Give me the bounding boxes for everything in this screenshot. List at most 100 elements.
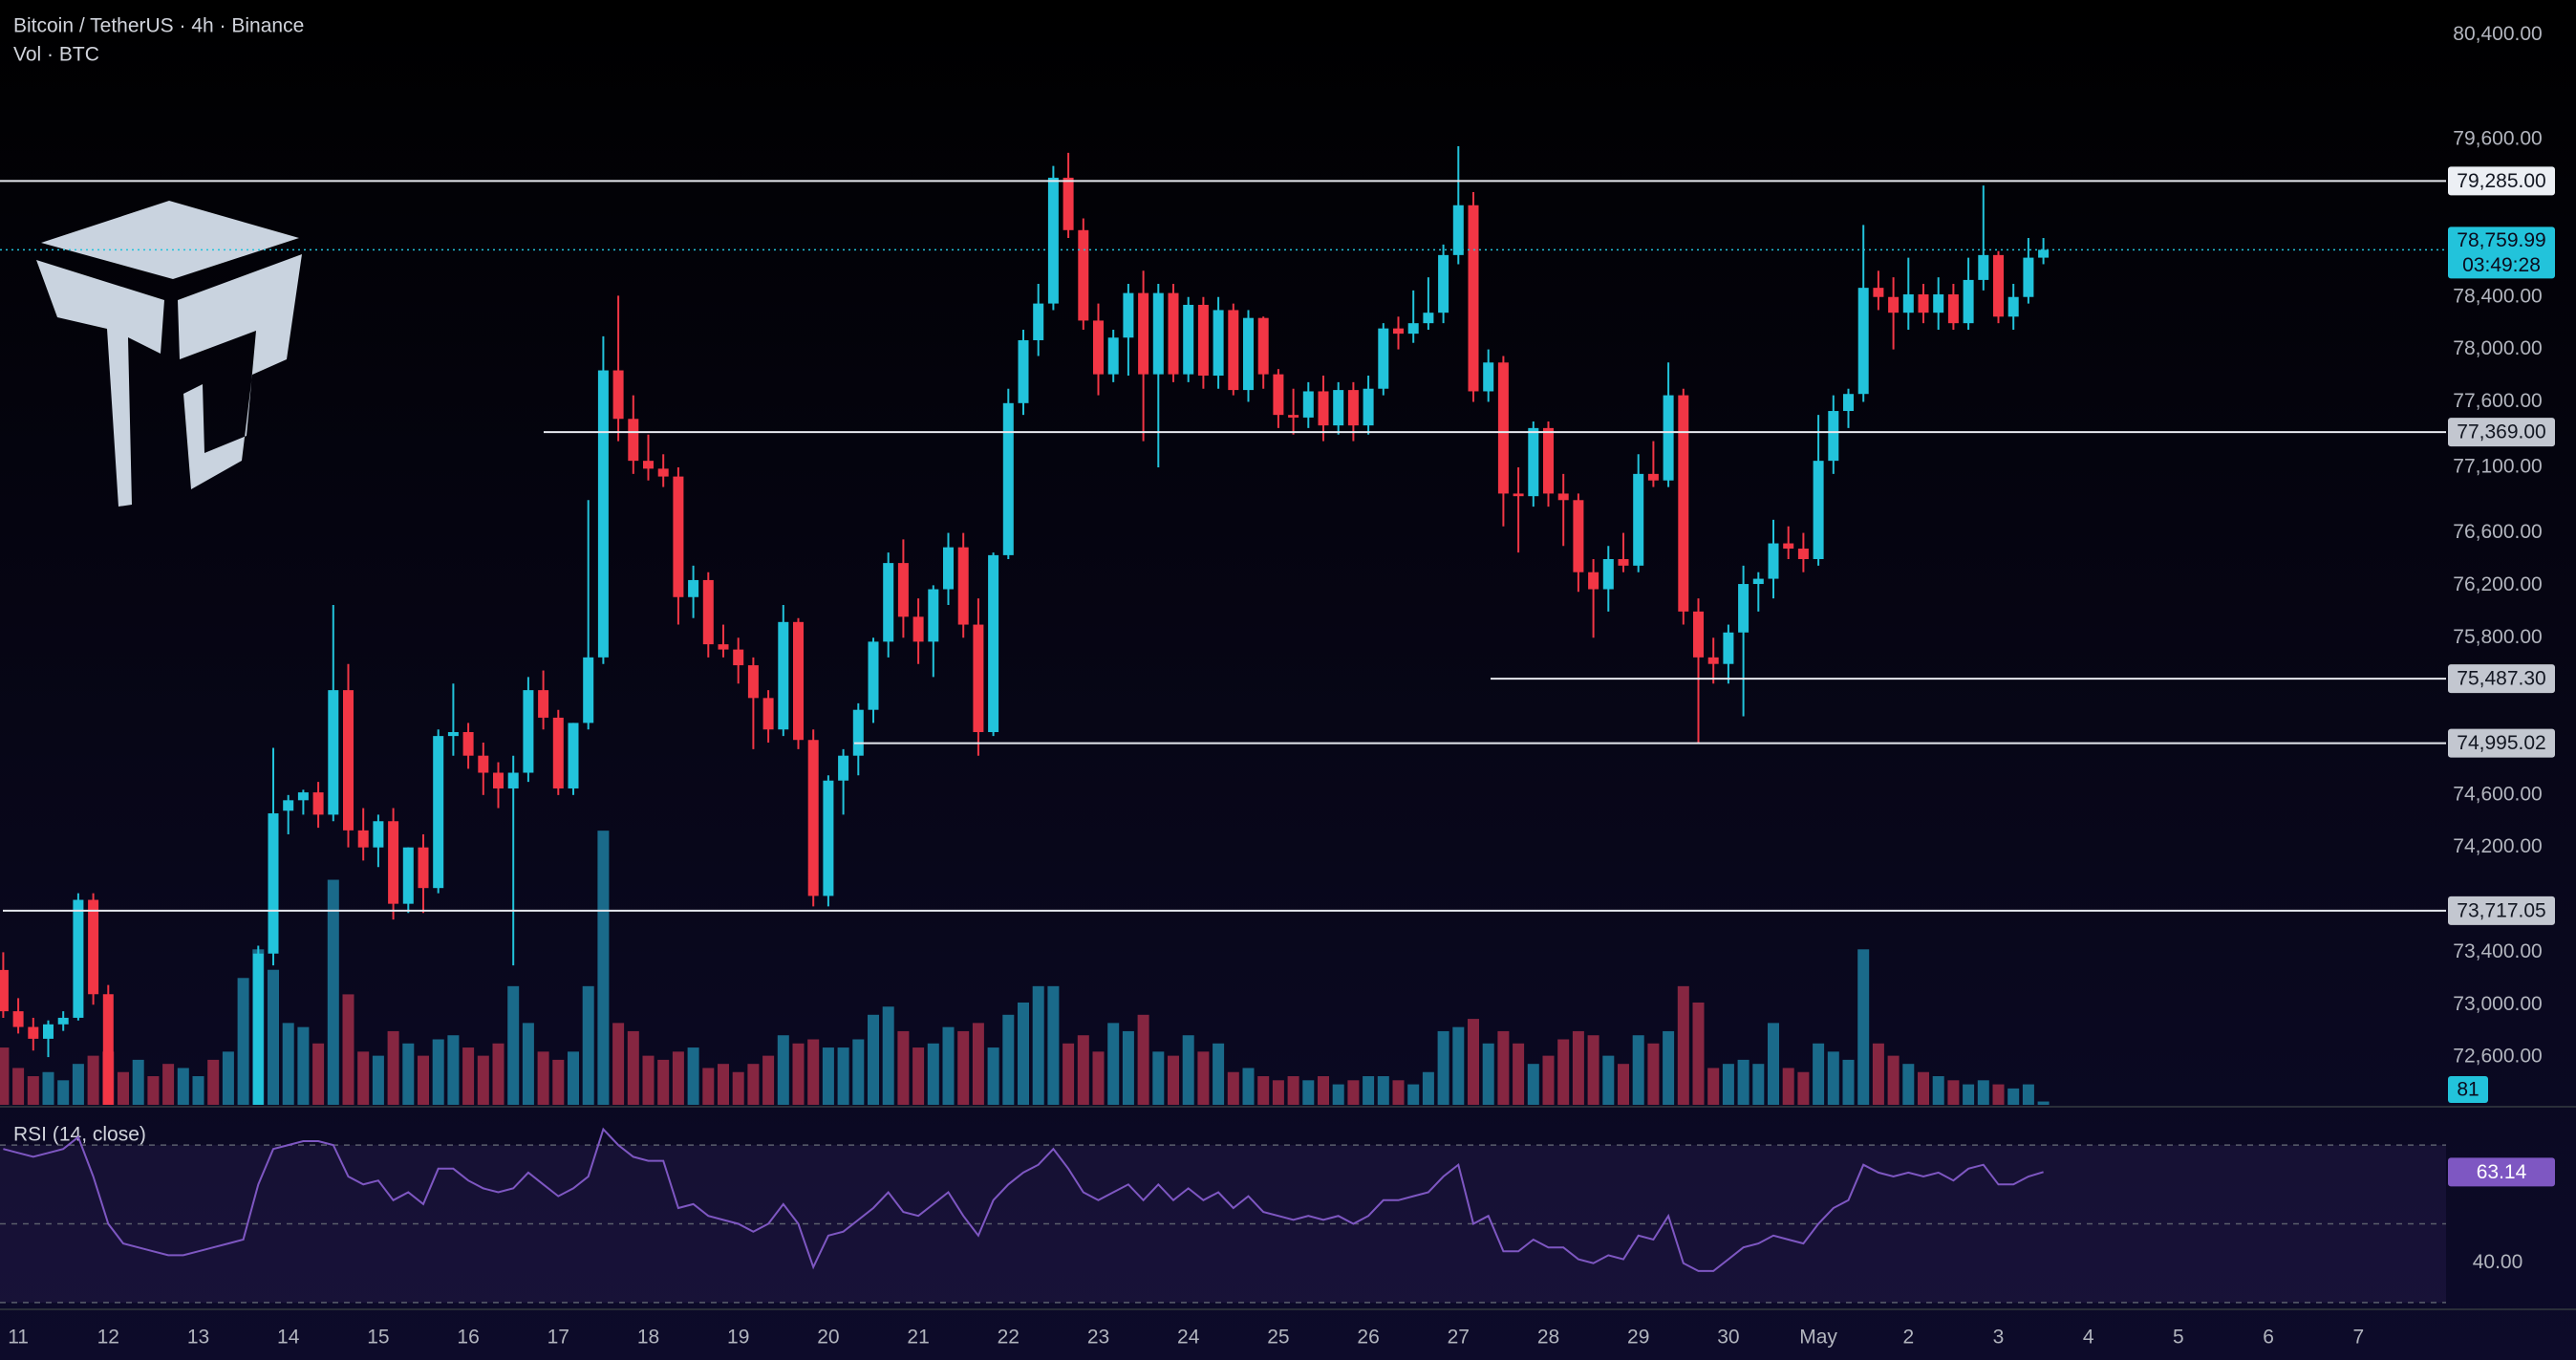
volume-bar xyxy=(1168,1055,1179,1105)
volume-bar xyxy=(1647,1043,1660,1105)
volume-bar xyxy=(568,1051,579,1105)
volume-bar xyxy=(72,1064,84,1105)
volume-bar xyxy=(1542,1055,1555,1105)
x-tick-label: 27 xyxy=(1448,1327,1470,1349)
level-label-box xyxy=(2448,664,2555,694)
volume-bar xyxy=(477,1055,489,1105)
volume-bar xyxy=(1977,1080,1989,1105)
candle-body xyxy=(1947,293,1959,324)
level-label-box xyxy=(2448,166,2555,196)
candle-body xyxy=(1138,292,1149,375)
candle-body xyxy=(2007,296,2019,317)
candle-body xyxy=(1063,177,1074,230)
volume-bar xyxy=(282,1023,294,1105)
volume-bar xyxy=(642,1055,655,1105)
candle-body xyxy=(1993,254,2004,317)
candle-body xyxy=(373,821,384,848)
candle-body xyxy=(1797,549,1809,559)
level-label: 79,285.00 xyxy=(2457,170,2545,192)
candle-body xyxy=(1243,317,1254,391)
volume-bar xyxy=(387,1030,399,1105)
candle-body xyxy=(612,370,624,420)
candle-body xyxy=(1363,388,1374,426)
candle-body xyxy=(73,899,84,1018)
candle-body xyxy=(1647,473,1659,481)
candle-body xyxy=(297,792,309,801)
candle-body xyxy=(1093,320,1104,375)
volume-bar xyxy=(837,1047,849,1105)
volume-bar xyxy=(597,831,610,1105)
y-tick-label: 76,200.00 xyxy=(2453,573,2542,595)
candle-body xyxy=(733,649,744,666)
candle-body xyxy=(1002,402,1014,555)
volume-bar xyxy=(12,1068,25,1105)
candle-body xyxy=(807,740,819,896)
candle-body xyxy=(883,563,894,642)
candle-body xyxy=(1257,317,1269,375)
volume-bar xyxy=(852,1039,865,1105)
volume-bar xyxy=(1947,1080,1960,1105)
volume-bar xyxy=(0,1047,10,1105)
volume-bar xyxy=(822,1047,834,1105)
volume-label: 81 xyxy=(2457,1079,2479,1101)
candle-body xyxy=(838,755,849,781)
candle-body xyxy=(283,800,294,811)
volume-bar xyxy=(1677,985,1689,1105)
volume-bar xyxy=(237,978,249,1105)
candle-body xyxy=(1888,296,1900,313)
rsi-band xyxy=(0,1145,2446,1303)
volume-bar xyxy=(1137,1014,1149,1105)
volume-bar xyxy=(1692,1002,1705,1105)
x-tick-label: 12 xyxy=(97,1327,119,1349)
candle-body xyxy=(1452,205,1464,255)
volume-bar xyxy=(807,1039,820,1105)
volume-bar xyxy=(1587,1035,1599,1105)
candle-body xyxy=(912,616,924,642)
volume-bar xyxy=(702,1068,715,1105)
volume-bar xyxy=(1377,1076,1389,1105)
volume-bar xyxy=(192,1076,204,1105)
candle-body xyxy=(433,736,444,889)
candle-body xyxy=(1963,279,1974,324)
volume-bar xyxy=(868,1014,879,1105)
y-tick-label: 73,400.00 xyxy=(2453,940,2542,962)
volume-bar xyxy=(1918,1071,1929,1105)
candle-body xyxy=(988,554,999,733)
level-label-box xyxy=(2448,418,2555,447)
candle-body xyxy=(12,1011,24,1027)
candle-body xyxy=(1843,394,1854,412)
volume-bar xyxy=(1707,1068,1720,1105)
candle-body xyxy=(957,547,969,625)
volume-bar xyxy=(687,1047,699,1105)
volume-bar xyxy=(1618,1064,1629,1105)
volume-bar xyxy=(1213,1043,1225,1105)
volume-bar xyxy=(1332,1084,1344,1105)
volume-bar xyxy=(372,1055,384,1105)
candle-body xyxy=(852,709,864,756)
volume-bar xyxy=(1287,1076,1299,1105)
volume-bar xyxy=(1152,1051,1165,1105)
x-tick-label: 11 xyxy=(8,1327,29,1349)
candle-body xyxy=(1783,543,1794,550)
candle-body xyxy=(1152,292,1164,375)
volume-bar xyxy=(1363,1076,1375,1105)
x-tick-label: 15 xyxy=(367,1327,389,1349)
candle-body xyxy=(2038,249,2050,258)
y-tick-label: 74,200.00 xyxy=(2453,835,2542,857)
volume-bar xyxy=(1257,1076,1270,1105)
volume-layer xyxy=(0,831,2050,1105)
candle-body xyxy=(1423,313,1434,324)
candle-body xyxy=(447,732,459,737)
candle-body xyxy=(1618,558,1629,566)
candle-body xyxy=(1678,395,1689,612)
x-tick-label: 4 xyxy=(2083,1327,2094,1349)
volume-bar xyxy=(1902,1064,1915,1105)
x-tick-label: 21 xyxy=(907,1327,929,1349)
candle-body xyxy=(1302,391,1314,418)
candle-body xyxy=(702,579,714,645)
volume-bar xyxy=(1047,985,1060,1105)
volume-bar xyxy=(1737,1059,1750,1105)
